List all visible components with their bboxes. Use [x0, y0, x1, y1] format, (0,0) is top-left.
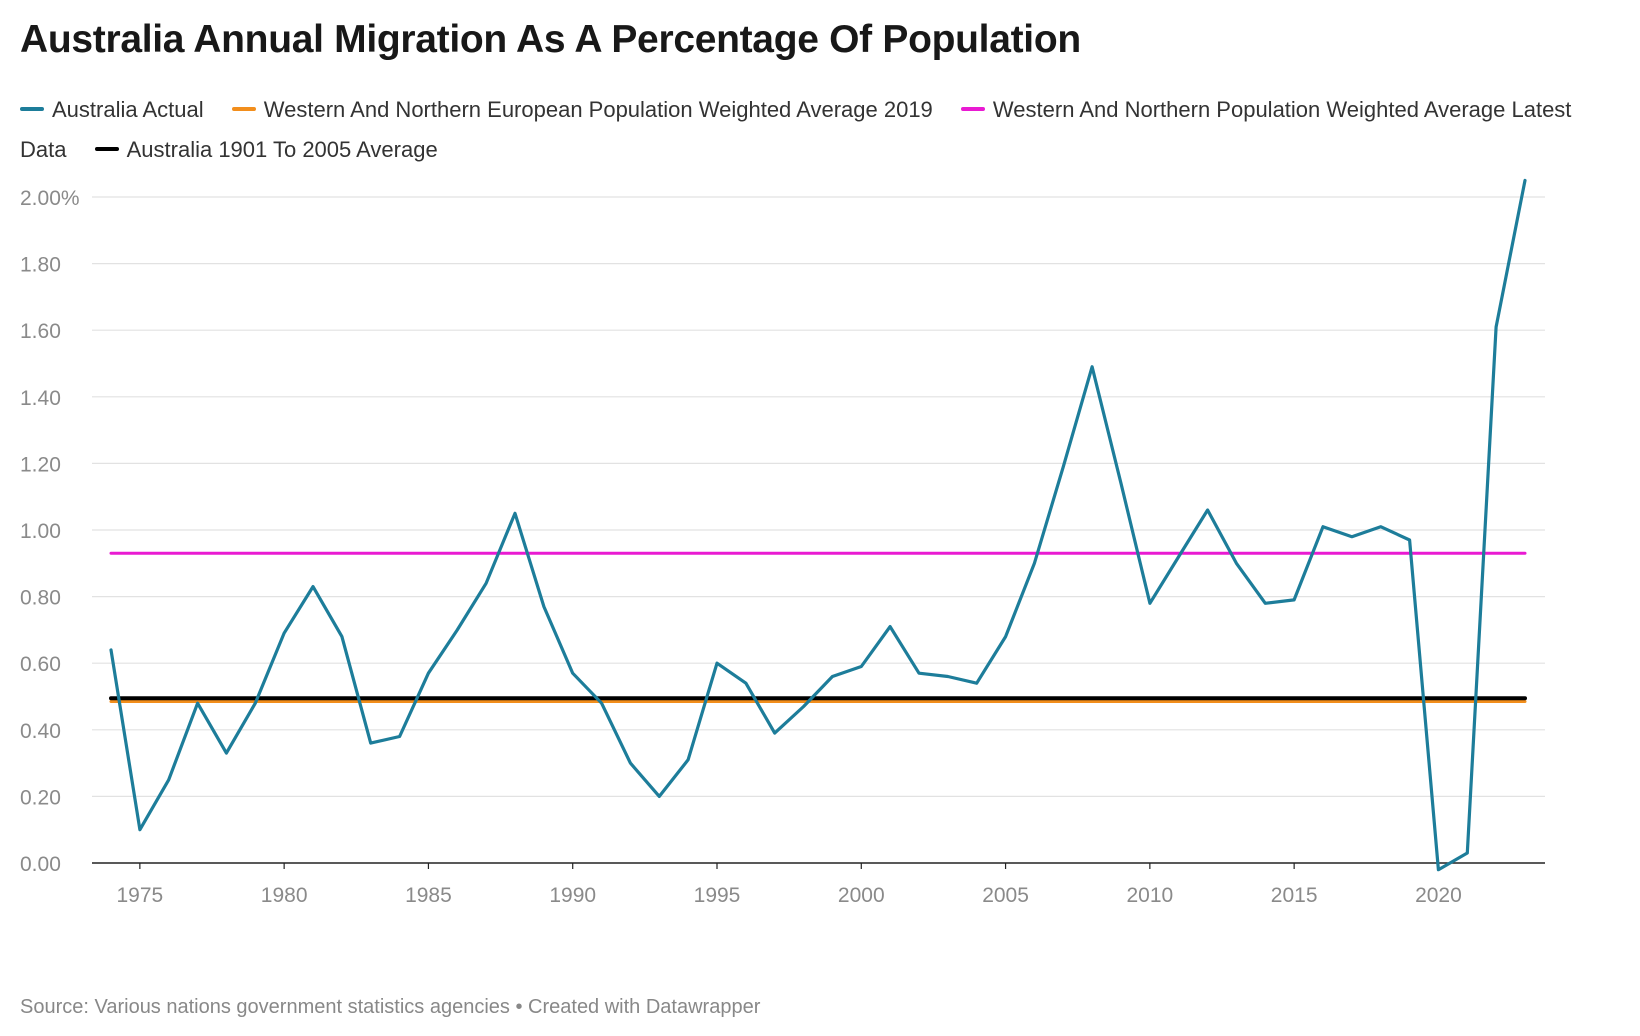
x-tick-label: 1975 [116, 884, 163, 907]
x-tick-label: 2005 [982, 884, 1029, 907]
series-line-australia-actual [109, 178, 1527, 872]
legend-label: Western And Northern European Population… [263, 97, 933, 122]
x-tick-label: 1985 [405, 884, 452, 907]
legend-swatch [231, 107, 256, 112]
y-tick-label: 1.40 [20, 387, 61, 410]
y-tick-label: 1.20 [20, 453, 61, 476]
x-tick-label: 1995 [694, 884, 741, 907]
x-tick-label: 2010 [1126, 884, 1173, 907]
y-tick-label: 0.60 [20, 653, 61, 676]
legend-label: Western And Northern Population Weighted… [20, 97, 1572, 162]
y-tick-label: 1.60 [20, 320, 61, 343]
chart-plot: 0.00 0.20 0.40 0.60 0.80 1.00 1.20 1.40 1.60 1.80… [20, 178, 1545, 907]
legend-swatch [960, 107, 985, 112]
credit-text: Created with Datawrapper [528, 996, 761, 1018]
legend-item: Western And Northern European Population… [231, 97, 933, 122]
chart-legend: Australia Actual Western And Northern Eu… [20, 90, 1580, 170]
x-tick-label: 1980 [261, 884, 308, 907]
chart-title: Australia Annual Migration As A Percenta… [20, 18, 1081, 61]
x-tick-label: 2015 [1271, 884, 1318, 907]
y-tick-label: 1.00 [20, 520, 61, 543]
y-tick-label: 0.00 [20, 853, 61, 876]
footer-separator: • [515, 996, 523, 1018]
y-tick-label: 0.20 [20, 786, 61, 809]
y-tick-label: 0.40 [20, 720, 61, 743]
x-tick-label: 1990 [549, 884, 596, 907]
y-tick-label: 2.00% [20, 187, 80, 210]
y-tick-label: 1.80 [20, 254, 61, 277]
y-tick-label: 0.80 [20, 587, 61, 610]
legend-swatch [94, 147, 119, 152]
x-tick-label: 2020 [1415, 884, 1462, 907]
legend-item: Australia Actual [20, 97, 204, 122]
legend-swatch [20, 107, 44, 112]
source-text: Source: Various nations government stati… [20, 996, 510, 1018]
legend-label: Australia 1901 To 2005 Average [126, 137, 438, 162]
x-tick-label: 2000 [838, 884, 885, 907]
chart-footer: Source: Various nations government stati… [20, 996, 760, 1019]
legend-label: Australia Actual [52, 97, 204, 122]
legend-item: Australia 1901 To 2005 Average [94, 137, 438, 162]
legend-item: Western And Northern Population Weighted… [20, 97, 1571, 162]
